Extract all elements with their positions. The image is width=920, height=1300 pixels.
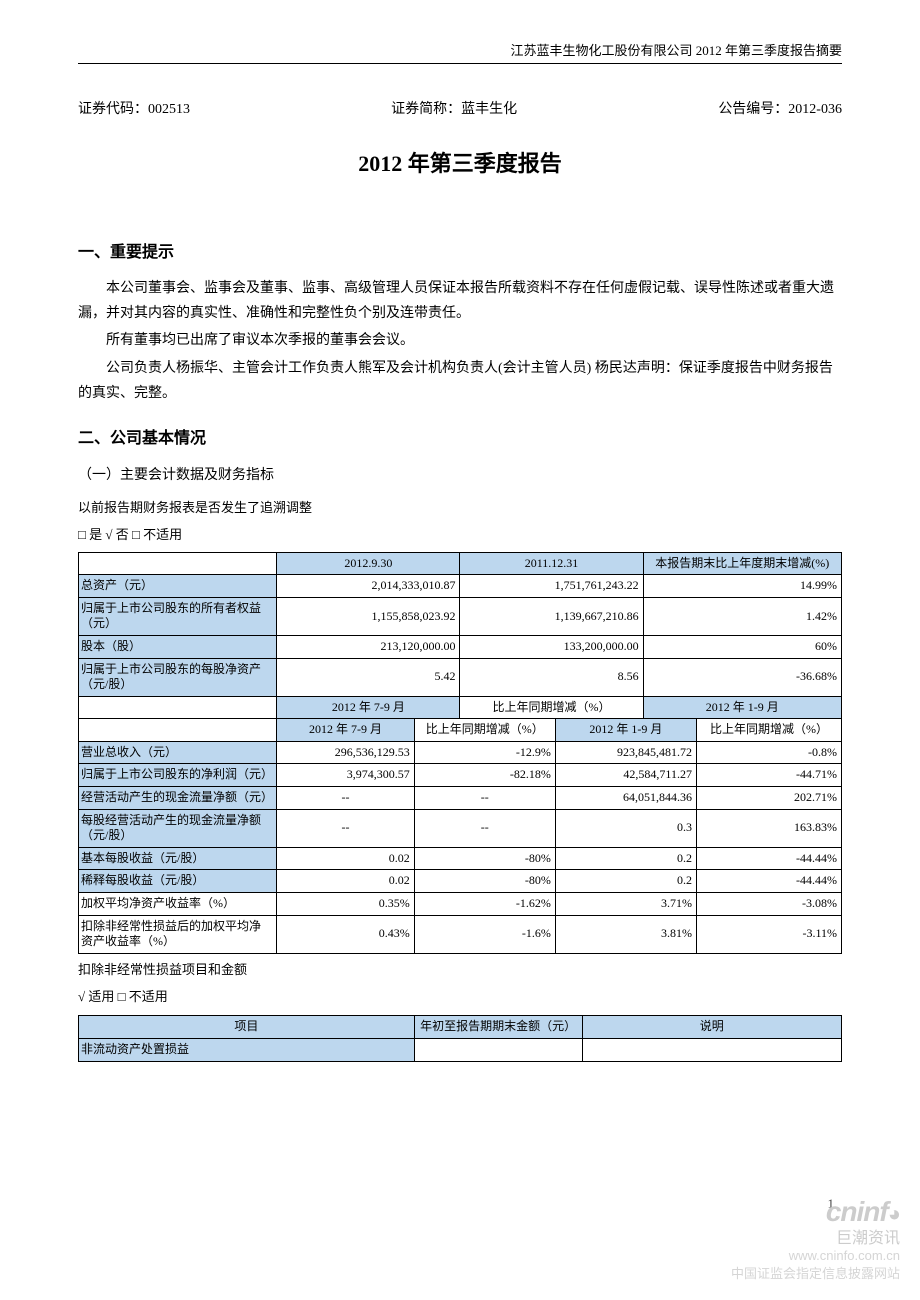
t3-h3: 说明: [582, 1016, 841, 1039]
meta-row: 证券代码：002513 证券简称：蓝丰生化 公告编号：2012-036: [78, 98, 842, 118]
t3-h2: 年初至报告期期末金额（元）: [414, 1016, 582, 1039]
wm-desc: 中国证监会指定信息披露网站: [731, 1263, 900, 1282]
table-row: 归属于上市公司股东的所有者权益（元） 1,155,858,023.92 1,13…: [79, 597, 842, 635]
table-row: 基本每股收益（元/股） 0.02 -80% 0.2 -44.44%: [79, 847, 842, 870]
table-row: 经营活动产生的现金流量净额（元） -- -- 64,051,844.36 202…: [79, 787, 842, 810]
security-code: 证券代码：002513: [78, 98, 190, 118]
table-row: 非流动资产处置损益: [79, 1039, 842, 1062]
t1-h2: 2011.12.31: [460, 552, 643, 575]
nonrecurring-table: 项目 年初至报告期期末金额（元） 说明 非流动资产处置损益: [78, 1015, 842, 1061]
wm-logo-text: cninf: [826, 1196, 888, 1227]
restate-question: 以前报告期财务报表是否发生了追溯调整: [78, 498, 842, 519]
s1-para-1: 本公司董事会、监事会及董事、监事、高级管理人员保证本报告所载资料不存在任何虚假记…: [78, 276, 842, 326]
report-title: 2012 年第三季度报告: [78, 146, 842, 178]
s1-para-2: 所有董事均已出席了审议本次季报的董事会会议。: [78, 328, 842, 353]
watermark: cninf◕ 巨潮资讯 www.cninfo.com.cn 中国证监会指定信息披…: [731, 1196, 900, 1282]
table-row: 扣除非经常性损益后的加权平均净资产收益率（%） 0.43% -1.6% 3.81…: [79, 915, 842, 953]
page-header: 江苏蓝丰生物化工股份有限公司 2012 年第三季度报告摘要: [78, 40, 842, 64]
table-row: 加权平均净资产收益率（%） 0.35% -1.62% 3.71% -3.08%: [79, 893, 842, 916]
nonrecurring-applies: √ 适用 □ 不适用: [78, 987, 842, 1008]
table-row: 归属于上市公司股东的每股净资产（元/股） 5.42 8.56 -36.68%: [79, 658, 842, 696]
t2-h1: 2012 年 7-9 月: [277, 696, 460, 719]
table-row: 营业总收入（元） 296,536,129.53 -12.9% 923,845,4…: [79, 741, 842, 764]
t2-h3: 2012 年 1-9 月: [643, 696, 841, 719]
t2-h2: 比上年同期增减（%）: [460, 696, 643, 719]
restate-answer: □ 是 √ 否 □ 不适用: [78, 525, 842, 546]
table-row: 稀释每股收益（元/股） 0.02 -80% 0.2 -44.44%: [79, 870, 842, 893]
section-2-heading: 二、公司基本情况: [78, 424, 842, 448]
table-row: 股本（股） 213,120,000.00 133,200,000.00 60%: [79, 635, 842, 658]
t3-h1: 项目: [79, 1016, 415, 1039]
notice-number: 公告编号：2012-036: [718, 98, 842, 118]
t1-h3: 本报告期末比上年度期末增减(%): [643, 552, 841, 575]
wm-cn: 巨潮资讯: [731, 1224, 900, 1248]
section-1-heading: 一、重要提示: [78, 238, 842, 262]
nonrecurring-label: 扣除非经常性损益项目和金额: [78, 960, 842, 981]
table-row: 总资产（元） 2,014,333,010.87 1,751,761,243.22…: [79, 575, 842, 598]
financial-table-1: 2012.9.30 2011.12.31 本报告期末比上年度期末增减(%) 总资…: [78, 552, 842, 720]
t1-h1: 2012.9.30: [277, 552, 460, 575]
security-short: 证券简称：蓝丰生化: [391, 98, 517, 118]
financial-table-2: 2012 年 7-9 月 比上年同期增减（%） 2012 年 1-9 月 比上年…: [78, 718, 842, 954]
s1-para-3: 公司负责人杨振华、主管会计工作负责人熊军及会计机构负责人(会计主管人员) 杨民达…: [78, 356, 842, 406]
section-2-sub1: （一）主要会计数据及财务指标: [78, 464, 842, 484]
table-row: 归属于上市公司股东的净利润（元） 3,974,300.57 -82.18% 42…: [79, 764, 842, 787]
table-row: 每股经营活动产生的现金流量净额（元/股） -- -- 0.3 163.83%: [79, 809, 842, 847]
wm-url: www.cninfo.com.cn: [731, 1248, 900, 1263]
